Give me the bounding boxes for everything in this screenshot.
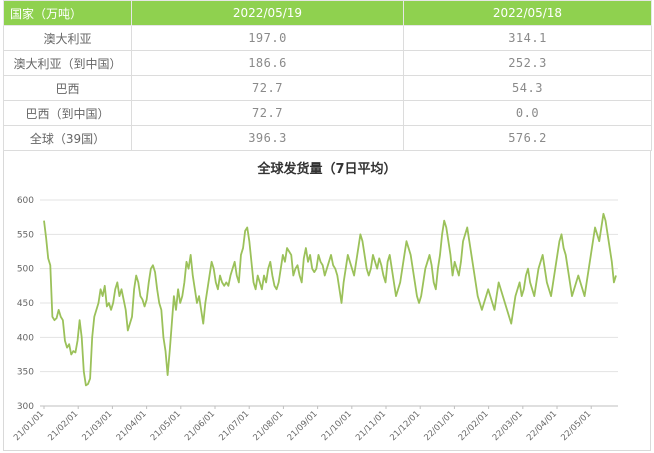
x-tick-label: 21/09/01 (286, 409, 320, 443)
x-tick-label: 21/11/01 (354, 409, 388, 443)
header-country: 国家（万吨） (3, 0, 132, 26)
x-tick-label: 21/12/01 (388, 409, 422, 443)
table-row: 澳大利亚（到中国） 186.6 252.3 (3, 50, 652, 76)
table-row: 澳大利亚 197.0 314.1 (3, 25, 652, 51)
row-value-1: 72.7 (131, 100, 404, 126)
shipment-table: 国家（万吨） 2022/05/19 2022/05/18 澳大利亚 197.0 … (3, 0, 652, 151)
x-tick-label: 21/05/01 (149, 409, 183, 443)
x-tick-label: 21/07/01 (217, 409, 251, 443)
x-tick-label: 22/05/01 (559, 409, 593, 443)
x-tick-label: 21/10/01 (320, 409, 354, 443)
row-value-1: 186.6 (131, 50, 404, 76)
table-row: 全球（39国） 396.3 576.2 (3, 125, 652, 151)
table-row: 巴西（到中国） 72.7 0.0 (3, 100, 652, 126)
row-value-2: 314.1 (403, 25, 652, 51)
y-tick-label: 350 (17, 368, 34, 378)
table-row: 巴西 72.7 54.3 (3, 75, 652, 101)
row-label: 巴西（到中国） (3, 100, 132, 126)
y-tick-label: 550 (17, 230, 34, 240)
y-tick-label: 300 (17, 402, 34, 412)
row-value-1: 197.0 (131, 25, 404, 51)
row-label: 全球（39国） (3, 125, 132, 151)
row-value-2: 576.2 (403, 125, 652, 151)
header-date-2: 2022/05/18 (403, 0, 652, 26)
x-tick-label: 22/04/01 (525, 409, 559, 443)
row-label: 澳大利亚 (3, 25, 132, 51)
x-tick-label: 21/04/01 (115, 409, 149, 443)
row-value-1: 72.7 (131, 75, 404, 101)
x-tick-label: 21/06/01 (183, 409, 217, 443)
y-tick-label: 450 (17, 299, 34, 309)
chart-container: 全球发货量（7日平均） 300 350 400 450 500 550 600 21/01/0… (4, 148, 650, 450)
x-tick-label: 22/02/01 (457, 409, 491, 443)
x-tick-label: 21/02/01 (46, 409, 80, 443)
row-value-2: 252.3 (403, 50, 652, 76)
header-date-1: 2022/05/19 (131, 0, 404, 26)
row-value-2: 0.0 (403, 100, 652, 126)
chart-title: 全球发货量（7日平均） (257, 162, 397, 177)
table-header-row: 国家（万吨） 2022/05/19 2022/05/18 (3, 0, 652, 26)
row-label: 巴西 (3, 75, 132, 101)
row-label: 澳大利亚（到中国） (3, 50, 132, 76)
x-tick-label: 22/01/01 (422, 409, 456, 443)
row-value-2: 54.3 (403, 75, 652, 101)
y-tick-label: 500 (17, 265, 34, 275)
x-tick-label: 22/03/01 (491, 409, 525, 443)
x-tick-label: 21/03/01 (80, 409, 114, 443)
y-tick-label: 600 (17, 196, 34, 206)
y-tick-label: 400 (17, 333, 34, 343)
x-tick-label: 21/08/01 (251, 409, 285, 443)
x-tick-label: 21/01/01 (12, 409, 46, 443)
row-value-1: 396.3 (131, 125, 404, 151)
series-line (43, 212, 617, 387)
